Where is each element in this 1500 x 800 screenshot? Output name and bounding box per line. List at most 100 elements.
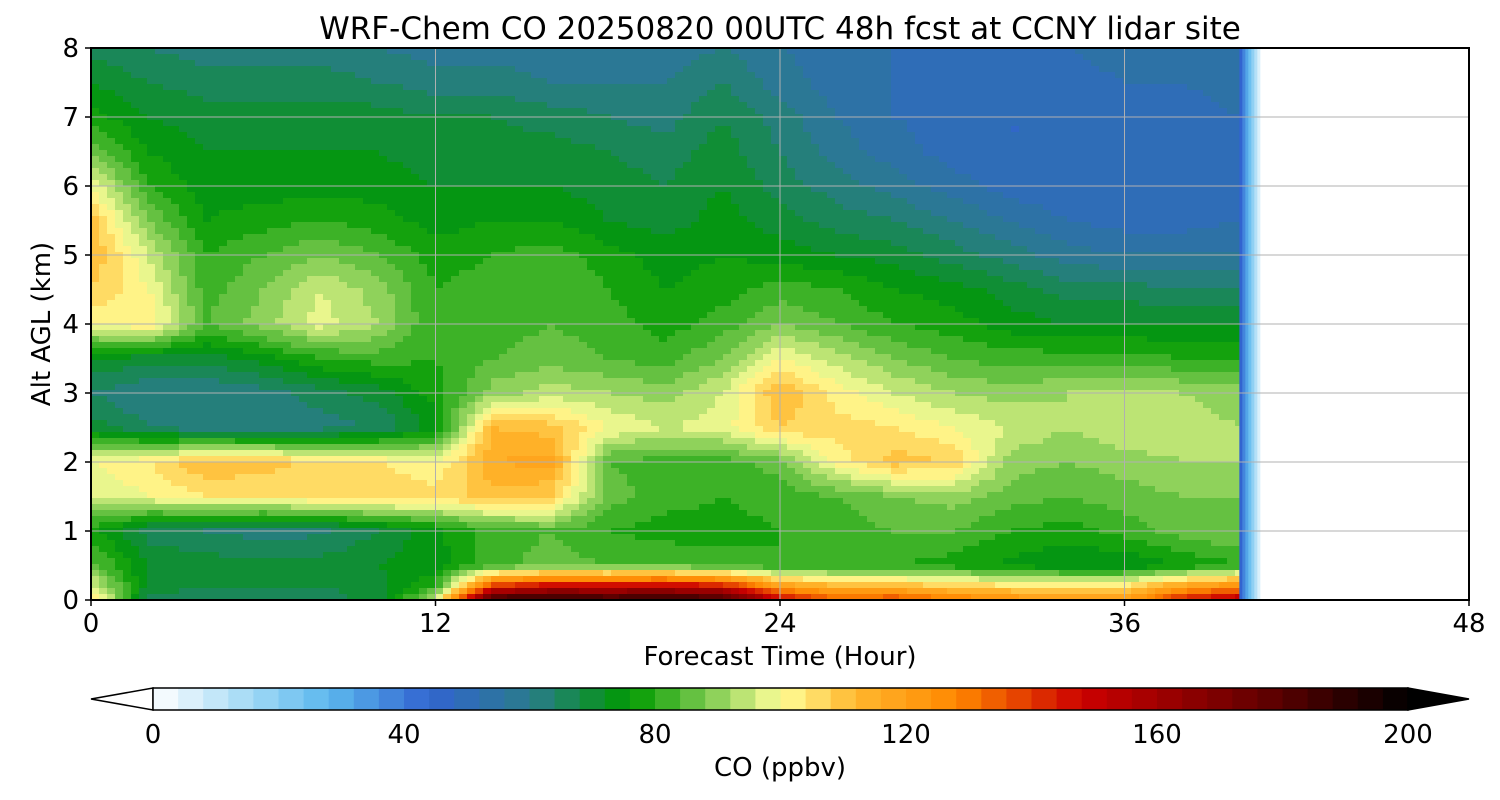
contour-cell: [923, 174, 932, 181]
contour-cell: [803, 240, 812, 247]
contour-cell: [1179, 156, 1188, 163]
contour-cell: [227, 138, 236, 145]
contour-cell: [619, 90, 628, 97]
contour-cell: [1091, 120, 1100, 127]
contour-cell: [419, 168, 428, 175]
contour-cell: [859, 126, 868, 133]
contour-cell: [363, 198, 372, 205]
contour-cell: [939, 90, 948, 97]
contour-cell: [451, 234, 460, 241]
contour-cell: [1195, 168, 1204, 175]
contour-cell: [387, 216, 396, 223]
contour-cell: [531, 216, 540, 223]
contour-cell: [611, 96, 620, 103]
contour-cell: [683, 246, 692, 253]
contour-cell: [435, 60, 444, 67]
contour-cell: [1027, 186, 1036, 193]
contour-cell: [155, 96, 164, 103]
contour-cell: [931, 198, 940, 205]
contour-cell: [915, 96, 924, 103]
contour-cell: [539, 204, 548, 211]
contour-cell: [227, 168, 236, 175]
contour-cell: [531, 96, 540, 103]
contour-cell: [787, 144, 796, 151]
contour-cell: [427, 216, 436, 223]
contour-cell: [1219, 174, 1228, 181]
contour-cell: [835, 174, 844, 181]
contour-cell: [1075, 126, 1084, 133]
contour-cell: [755, 102, 764, 109]
contour-cell: [107, 240, 116, 247]
contour-cell: [1027, 216, 1036, 223]
contour-cell: [507, 132, 516, 139]
contour-cell: [387, 126, 396, 133]
contour-cell: [1171, 246, 1180, 253]
contour-cell: [755, 198, 764, 205]
contour-cell: [611, 108, 620, 115]
contour-cell: [835, 198, 844, 205]
contour-cell: [227, 216, 236, 223]
contour-cell: [539, 48, 548, 55]
contour-cell: [1195, 138, 1204, 145]
contour-cell: [555, 150, 564, 157]
contour-cell: [491, 96, 500, 103]
contour-cell: [979, 48, 988, 55]
contour-cell: [1179, 84, 1188, 91]
contour-cell: [483, 126, 492, 133]
contour-cell: [459, 120, 468, 127]
contour-cell: [1035, 72, 1044, 79]
contour-cell: [771, 180, 780, 187]
contour-cell: [859, 168, 868, 175]
contour-cell: [1027, 228, 1036, 235]
contour-cell: [347, 246, 356, 253]
contour-cell: [155, 204, 164, 211]
contour-cell: [795, 180, 804, 187]
contour-cell: [499, 144, 508, 151]
contour-cell: [531, 102, 540, 109]
contour-cell: [435, 72, 444, 79]
contour-cell: [331, 198, 340, 205]
contour-cell: [915, 78, 924, 85]
contour-cell: [363, 84, 372, 91]
contour-cell: [691, 66, 700, 73]
contour-cell: [867, 84, 876, 91]
contour-cell: [459, 180, 468, 187]
contour-cell: [1147, 222, 1156, 229]
contour-cell: [491, 108, 500, 115]
contour-cell: [291, 240, 300, 247]
contour-cell: [1059, 198, 1068, 205]
contour-cell: [475, 144, 484, 151]
contour-cell: [507, 60, 516, 67]
contour-cell: [659, 96, 668, 103]
contour-cell: [347, 216, 356, 223]
contour-cell: [427, 156, 436, 163]
contour-cell: [483, 138, 492, 145]
contour-cell: [187, 222, 196, 229]
contour-cell: [411, 90, 420, 97]
contour-cell: [667, 48, 676, 55]
contour-cell: [323, 204, 332, 211]
contour-cell: [1115, 60, 1124, 67]
contour-cell: [515, 54, 524, 61]
contour-cell: [515, 198, 524, 205]
contour-cell: [987, 228, 996, 235]
contour-cell: [539, 108, 548, 115]
contour-cell: [195, 180, 204, 187]
contour-cell: [459, 210, 468, 217]
contour-cell: [971, 246, 980, 253]
contour-cell: [555, 240, 564, 247]
contour-cell: [323, 144, 332, 151]
contour-cell: [595, 144, 604, 151]
contour-cell: [675, 186, 684, 193]
contour-cell: [1043, 180, 1052, 187]
contour-cell: [939, 198, 948, 205]
contour-cell: [699, 96, 708, 103]
contour-cell: [1067, 210, 1076, 217]
contour-cell: [787, 228, 796, 235]
contour-cell: [763, 60, 772, 67]
contour-cell: [1139, 150, 1148, 157]
contour-cell: [691, 204, 700, 211]
contour-cell: [115, 108, 124, 115]
contour-cell: [795, 156, 804, 163]
contour-cell: [379, 234, 388, 241]
